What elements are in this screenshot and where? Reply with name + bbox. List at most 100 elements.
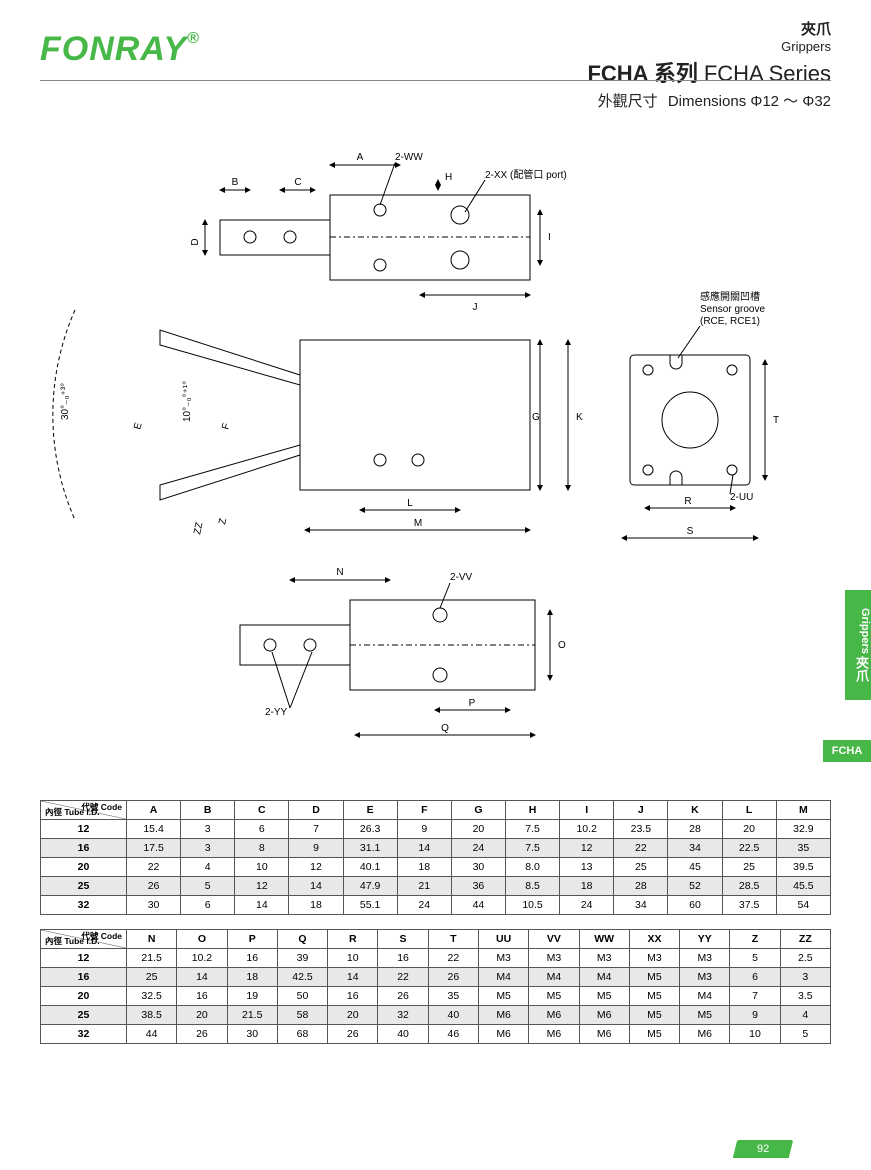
cell: M3 — [680, 949, 730, 968]
cell: 14 — [397, 839, 451, 858]
cell: 14 — [289, 877, 343, 896]
svg-text:A: A — [357, 152, 364, 163]
cell: 7.5 — [505, 820, 559, 839]
cell: M5 — [478, 987, 528, 1006]
row-id: 32 — [41, 1025, 127, 1044]
cell: M5 — [629, 968, 679, 987]
cell: 9 — [730, 1006, 780, 1025]
cell: M5 — [629, 1006, 679, 1025]
column-header: R — [328, 930, 378, 949]
cell: M4 — [579, 968, 629, 987]
cell: 22.5 — [722, 839, 776, 858]
cell: 36 — [451, 877, 505, 896]
svg-text:E: E — [132, 421, 144, 431]
row-id: 20 — [41, 987, 127, 1006]
column-header: VV — [529, 930, 579, 949]
cell: 35 — [776, 839, 830, 858]
cell: 22 — [614, 839, 668, 858]
table-row: 2032.5161950162635M5M5M5M5M473.5 — [41, 987, 831, 1006]
cell: 3 — [780, 968, 830, 987]
cell: 39.5 — [776, 858, 830, 877]
cell: 4 — [780, 1006, 830, 1025]
table-row: 25265121447.921368.518285228.545.5 — [41, 877, 831, 896]
svg-text:K: K — [576, 412, 583, 423]
column-header: N — [127, 930, 177, 949]
column-header: D — [289, 801, 343, 820]
cell: 24 — [451, 839, 505, 858]
svg-text:G: G — [532, 412, 540, 423]
cell: 32 — [378, 1006, 428, 1025]
cell: 21 — [397, 877, 451, 896]
dimension-table-1: 代號 Code內徑 Tube I.D.ABCDEFGHIJKLM 1215.43… — [40, 800, 831, 915]
cell: 21.5 — [127, 949, 177, 968]
cell: M3 — [680, 968, 730, 987]
cell: 45.5 — [776, 877, 830, 896]
category-en: Grippers — [587, 39, 831, 54]
column-header: L — [722, 801, 776, 820]
cell: 54 — [776, 896, 830, 915]
svg-text:L: L — [407, 498, 413, 509]
cell: 15.4 — [127, 820, 181, 839]
cell: M6 — [579, 1025, 629, 1044]
cell: 10 — [235, 858, 289, 877]
cell: 4 — [181, 858, 235, 877]
column-header: Z — [730, 930, 780, 949]
svg-text:10°₋₀°⁺¹°: 10°₋₀°⁺¹° — [182, 381, 193, 422]
cell: 19 — [227, 987, 277, 1006]
column-header: M — [776, 801, 830, 820]
column-header: G — [451, 801, 505, 820]
svg-text:H: H — [445, 172, 452, 183]
cell: M6 — [529, 1025, 579, 1044]
cell: 8.5 — [505, 877, 559, 896]
cell: 14 — [328, 968, 378, 987]
cell: 6 — [181, 896, 235, 915]
cell: 46 — [428, 1025, 478, 1044]
svg-text:O: O — [558, 640, 566, 651]
table-corner-cell: 代號 Code內徑 Tube I.D. — [41, 801, 127, 820]
registered-mark: ® — [187, 30, 200, 47]
table-row: 1625141842.5142226M4M4M4M5M363 — [41, 968, 831, 987]
cell: 26 — [328, 1025, 378, 1044]
brand-logo: FONRAY® — [40, 30, 200, 69]
cell: 40.1 — [343, 858, 397, 877]
side-tab-en: Grippers — [845, 608, 871, 654]
cell: 55.1 — [343, 896, 397, 915]
cell: 26 — [127, 877, 181, 896]
cell: 30 — [127, 896, 181, 915]
svg-text:M: M — [414, 518, 422, 529]
subtitle-cn: 外觀尺寸 — [598, 93, 658, 110]
cell: 17.5 — [127, 839, 181, 858]
cell: 9 — [397, 820, 451, 839]
svg-text:2-UU: 2-UU — [730, 492, 753, 503]
row-id: 12 — [41, 949, 127, 968]
cell: 16 — [227, 949, 277, 968]
svg-text:S: S — [687, 526, 694, 537]
cell: 20 — [177, 1006, 227, 1025]
cell: M6 — [529, 1006, 579, 1025]
column-header: H — [505, 801, 559, 820]
cell: 52 — [668, 877, 722, 896]
cell: 34 — [614, 896, 668, 915]
cell: M3 — [629, 949, 679, 968]
cell: 35 — [428, 987, 478, 1006]
cell: M5 — [629, 1025, 679, 1044]
cell: 6 — [730, 968, 780, 987]
table-row: 32306141855.1244410.524346037.554 — [41, 896, 831, 915]
cell: 32.9 — [776, 820, 830, 839]
cell: 68 — [277, 1025, 327, 1044]
row-id: 25 — [41, 1006, 127, 1025]
cell: 5 — [730, 949, 780, 968]
cell: 5 — [780, 1025, 830, 1044]
svg-text:Z: Z — [217, 517, 229, 525]
svg-text:F: F — [220, 422, 232, 431]
cell: 40 — [378, 1025, 428, 1044]
table-row: 1617.538931.114247.512223422.535 — [41, 839, 831, 858]
page-number-text: 92 — [757, 1140, 769, 1158]
row-id: 12 — [41, 820, 127, 839]
cell: 3.5 — [780, 987, 830, 1006]
cell: 26.3 — [343, 820, 397, 839]
row-id: 32 — [41, 896, 127, 915]
table-row: 1221.510.21639101622M3M3M3M3M352.5 — [41, 949, 831, 968]
cell: 24 — [560, 896, 614, 915]
svg-text:Sensor groove: Sensor groove — [700, 304, 765, 315]
